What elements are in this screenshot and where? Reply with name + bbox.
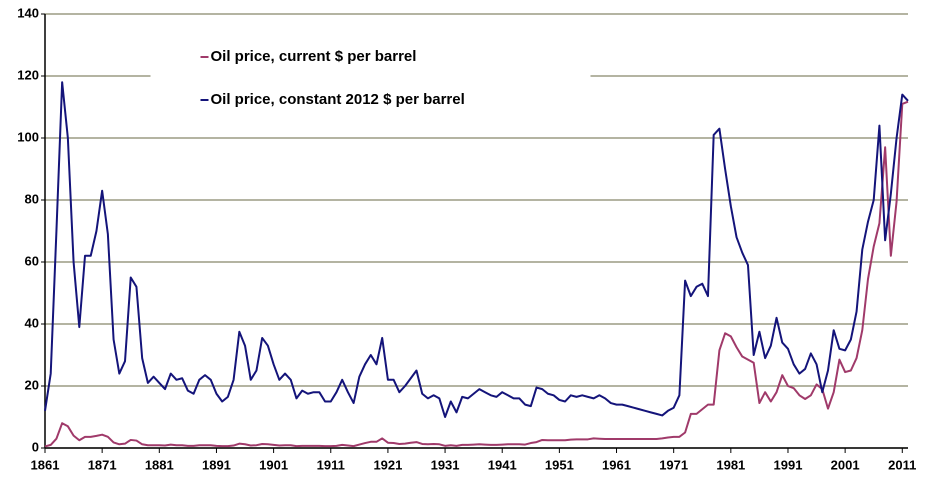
x-tick-label: 1921: [373, 457, 402, 472]
legend-box: [150, 36, 591, 120]
x-tick-label: 1881: [145, 457, 174, 472]
series-line: [44, 81, 909, 418]
y-tick-label: 140: [17, 5, 39, 20]
x-tick-label: 1911: [317, 457, 345, 472]
series-line: [44, 100, 909, 448]
y-tick-label: 60: [25, 253, 39, 268]
x-tick-label: 2001: [831, 457, 860, 472]
legend-label: Oil price, current $ per barrel: [211, 48, 417, 65]
x-tick-label: 1951: [545, 457, 574, 472]
x-tick-label: 1861: [31, 457, 60, 472]
y-tick-label: 120: [17, 67, 39, 82]
x-tick-label: 1971: [659, 457, 688, 472]
x-tick-label: 1871: [88, 457, 117, 472]
y-tick-label: 0: [32, 439, 39, 454]
x-tick-label: 1941: [488, 457, 517, 472]
x-tick-label: 1961: [602, 457, 631, 472]
x-tick-label: 1931: [431, 457, 460, 472]
x-tick-label: 1991: [774, 457, 803, 472]
y-tick-label: 100: [17, 129, 39, 144]
legend-label: Oil price, constant 2012 $ per barrel: [211, 91, 465, 108]
x-tick-label: 2011: [888, 457, 916, 472]
y-tick-label: 40: [25, 315, 39, 330]
x-tick-label: 1901: [259, 457, 288, 472]
x-tick-label: 1981: [716, 457, 745, 472]
y-tick-label: 20: [25, 377, 39, 392]
x-tick-label: 1891: [202, 457, 231, 472]
y-tick-label: 80: [25, 191, 39, 206]
